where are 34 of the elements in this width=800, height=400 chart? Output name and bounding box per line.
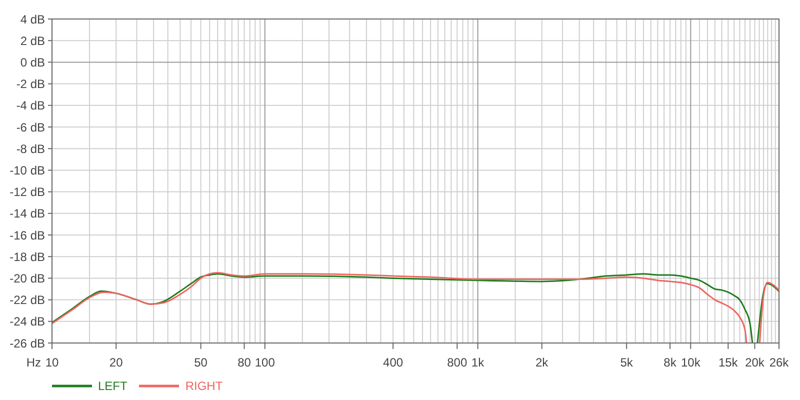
x-tick-label: 20k <box>745 356 766 370</box>
x-tick-label: 20 <box>109 356 124 370</box>
y-tick-label: -4 dB <box>16 98 45 113</box>
x-tick-label: 100 <box>254 356 276 370</box>
y-tick-label: -6 dB <box>16 120 45 134</box>
y-tick-label: 0 dB <box>20 55 45 70</box>
x-tick-label: 8k <box>664 356 678 370</box>
x-tick-label: 400 <box>383 356 404 370</box>
y-tick-label: -24 dB <box>10 314 45 329</box>
x-tick-label: 5k <box>620 356 634 370</box>
x-tick-label: 26k <box>769 356 790 370</box>
legend-label: RIGHT <box>185 378 223 394</box>
y-tick-label: -14 dB <box>10 206 45 221</box>
x-tick-label: 2k <box>536 356 550 370</box>
y-tick-label: -22 dB <box>10 293 45 308</box>
x-tick-label: 50 <box>194 356 208 370</box>
y-tick-label: -18 dB <box>10 250 45 264</box>
x-tick-label: 10 <box>45 356 59 370</box>
y-tick-label: -10 dB <box>10 163 45 178</box>
x-tick-label: 10k <box>680 356 702 370</box>
y-tick-label: 4 dB <box>20 12 45 26</box>
y-tick-label: -12 dB <box>10 185 45 200</box>
y-tick-label: -20 dB <box>10 271 45 286</box>
y-tick-label: -26 dB <box>10 336 45 350</box>
x-tick-label: 15k <box>718 356 739 370</box>
x-tick-label: 800 <box>447 356 468 370</box>
x-tick-label: 1k <box>471 356 486 370</box>
y-tick-label: -8 dB <box>16 142 45 156</box>
x-axis-title: Hz <box>26 356 41 370</box>
y-tick-label: -16 dB <box>10 228 45 242</box>
y-tick-label: 2 dB <box>20 34 45 48</box>
x-tick-label: 80 <box>238 356 252 370</box>
y-tick-label: -2 dB <box>16 77 45 92</box>
legend-label: LEFT <box>98 378 128 394</box>
